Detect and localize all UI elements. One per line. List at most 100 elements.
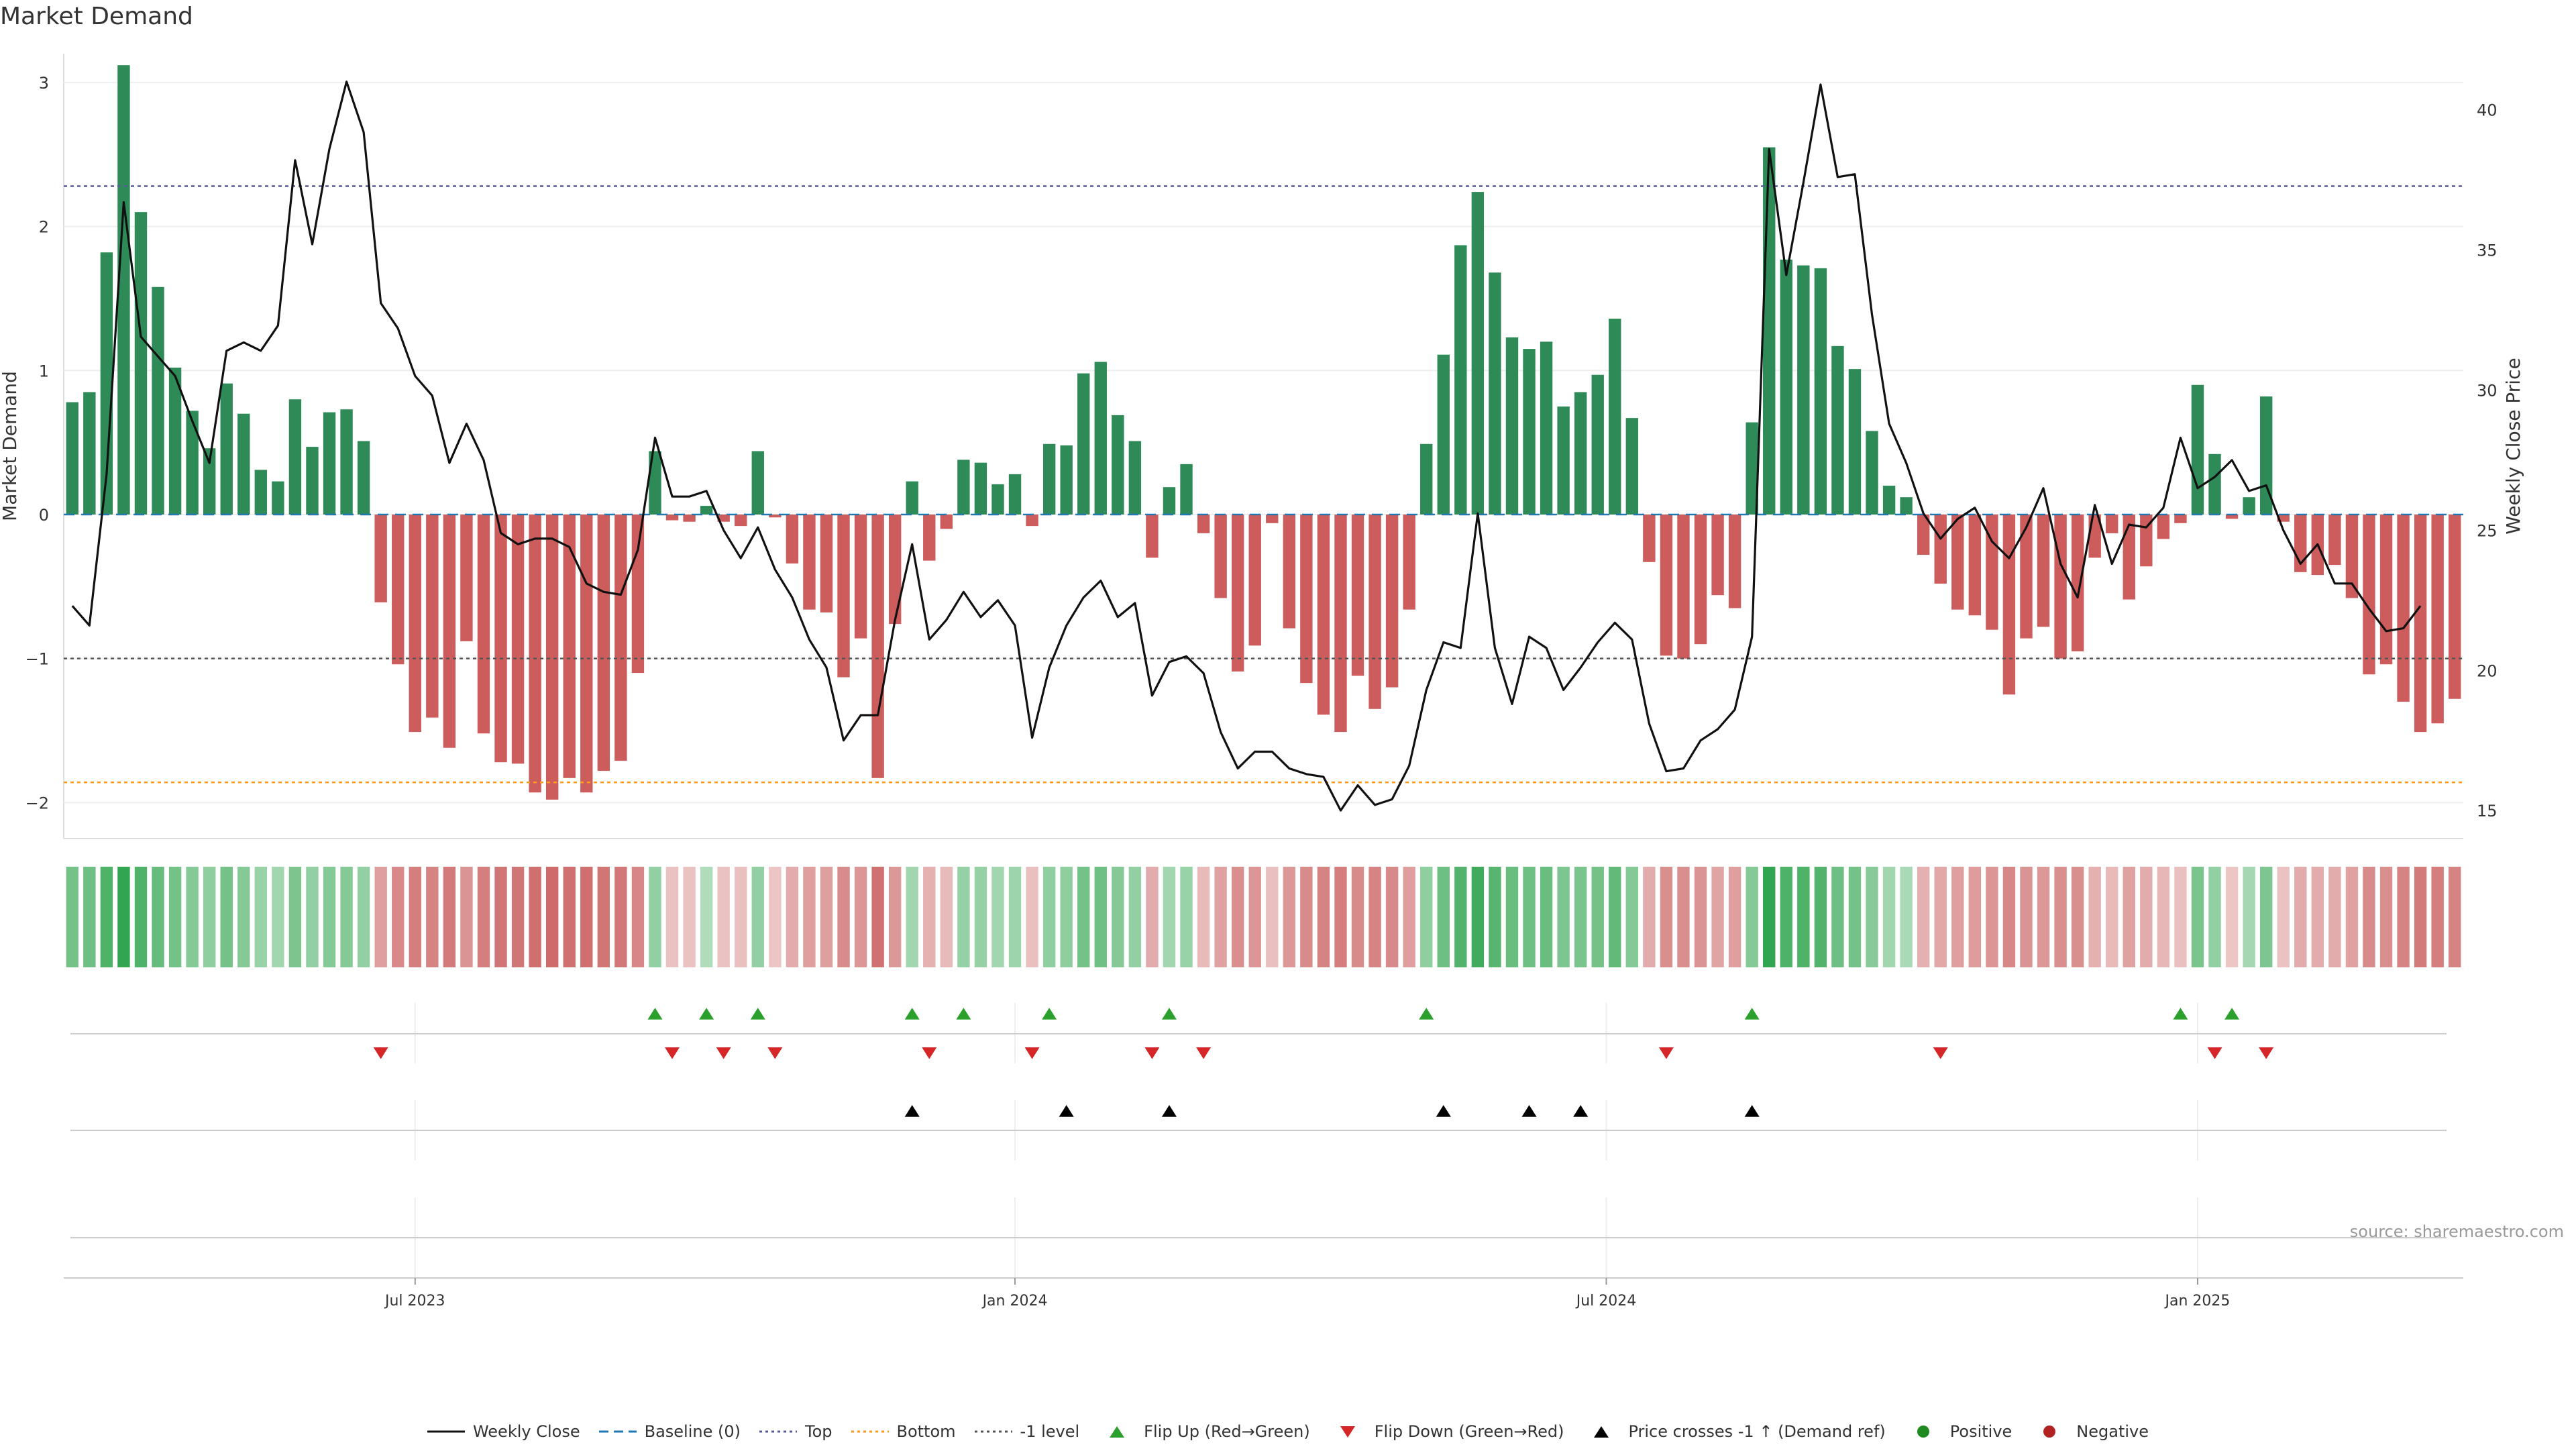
demand-strip-cell [2037,867,2050,967]
demand-bar [1437,354,1450,515]
demand-strip-cell [2277,867,2290,967]
legend-label: Weekly Close [472,1422,580,1441]
demand-bar [357,441,370,515]
legend-swatch [598,1430,637,1433]
demand-bar [306,447,319,515]
demand-bar [494,514,507,763]
demand-strip-cell [66,867,78,967]
demand-strip-cell [374,867,387,967]
legend-swatch [1917,1426,1929,1438]
demand-strip-cell [614,867,627,967]
demand-strip-cell [974,867,987,967]
demand-bar [597,514,610,771]
demand-strip-cell [511,867,525,967]
demand-bar [1283,514,1296,629]
x-tick-label: Jul 2023 [384,1293,445,1309]
demand-strip-cell [1334,867,1347,967]
flip-down-marker [373,1047,388,1059]
demand-bar [1077,373,1090,515]
legend-label: Negative [2076,1422,2149,1441]
y2-tick-label: 15 [2477,802,2498,820]
demand-strip-cell [786,867,799,967]
demand-bar [700,506,713,515]
flip-down-marker [665,1047,680,1059]
demand-bar [1523,349,1536,515]
demand-strip-cell [1917,867,1930,967]
demand-strip-cell [2174,867,2187,967]
demand-strip-cell [1660,867,1673,967]
demand-strip-cell [134,867,148,967]
demand-strip-cell [2054,867,2067,967]
demand-strip-cell [409,867,421,967]
legend-item-positive: Positive [1904,1422,2012,1441]
legend-label: Positive [1949,1422,2012,1441]
demand-bar [1471,192,1485,515]
demand-bar [1694,514,1707,645]
demand-bar [1728,514,1741,608]
legend-label: Price crosses -1 ↑ (Demand ref) [1628,1422,1886,1441]
legend-swatch [1594,1426,1609,1438]
demand-bar [1831,345,1844,515]
demand-bar [2123,514,2135,600]
demand-bar [2379,514,2393,665]
demand-bar [1848,369,1862,515]
demand-bar [340,409,353,515]
cross-marker [1436,1105,1451,1117]
flip-up-marker [1161,1008,1177,1020]
flip-down-marker [1024,1047,1040,1059]
demand-bar [2345,514,2359,598]
legend-item-minus1: -1 level [974,1422,1079,1441]
legend-label: Flip Up (Red→Green) [1144,1422,1310,1441]
demand-strip-cell [563,867,576,967]
demand-bar [2414,514,2427,733]
flip-down-marker [2259,1047,2274,1059]
flip-up-marker [647,1008,663,1020]
demand-strip-cell [1060,867,1073,967]
demand-strip-cell [2191,867,2204,967]
demand-strip-cell [1505,867,1519,967]
demand-bar [1454,245,1467,515]
demand-strip-cell [1728,867,1741,967]
demand-bar [1042,443,1056,515]
demand-bar [529,514,541,793]
legend-label: Baseline (0) [644,1422,741,1441]
demand-bar [631,514,645,674]
demand-strip-cell [2088,867,2101,967]
demand-bar [1489,272,1501,515]
demand-bar [871,514,884,778]
demand-strip-cell [649,867,661,967]
demand-bar [837,514,850,678]
y-tick-label: −2 [25,794,49,812]
demand-bar [168,368,182,515]
demand-strip-cell [186,867,199,967]
weekly-close-line [71,80,2422,812]
legend-item-flip_up: Flip Up (Red→Green) [1098,1422,1310,1441]
demand-strip-cell [1882,867,1896,967]
demand-bar [1797,265,1810,515]
demand-bar [683,514,696,522]
demand-strip-cell [2259,867,2273,967]
demand-bar [820,514,833,612]
demand-strip-cell [1900,867,1913,967]
demand-bar [374,514,387,602]
demand-strip-cell [1574,867,1587,967]
demand-bar [1814,268,1827,515]
demand-strip-cell [1609,867,1621,967]
demand-bar [769,514,782,518]
demand-bar [1866,431,1878,515]
demand-strip-cell [683,867,696,967]
demand-bar [854,514,867,639]
demand-bar [991,484,1004,515]
demand-bar [1660,514,1673,656]
demand-strip-cell [1643,867,1656,967]
demand-strip-cell [1180,867,1193,967]
demand-bar [1163,487,1176,515]
demand-bar [117,65,130,515]
demand-strip-cell [1368,867,1381,967]
cross-marker [1059,1105,1074,1117]
flip-up-marker [2224,1008,2240,1020]
demand-bar [1008,474,1022,515]
demand-bar [1146,514,1159,558]
demand-strip-cell [923,867,936,967]
demand-strip-cell [2294,867,2307,967]
